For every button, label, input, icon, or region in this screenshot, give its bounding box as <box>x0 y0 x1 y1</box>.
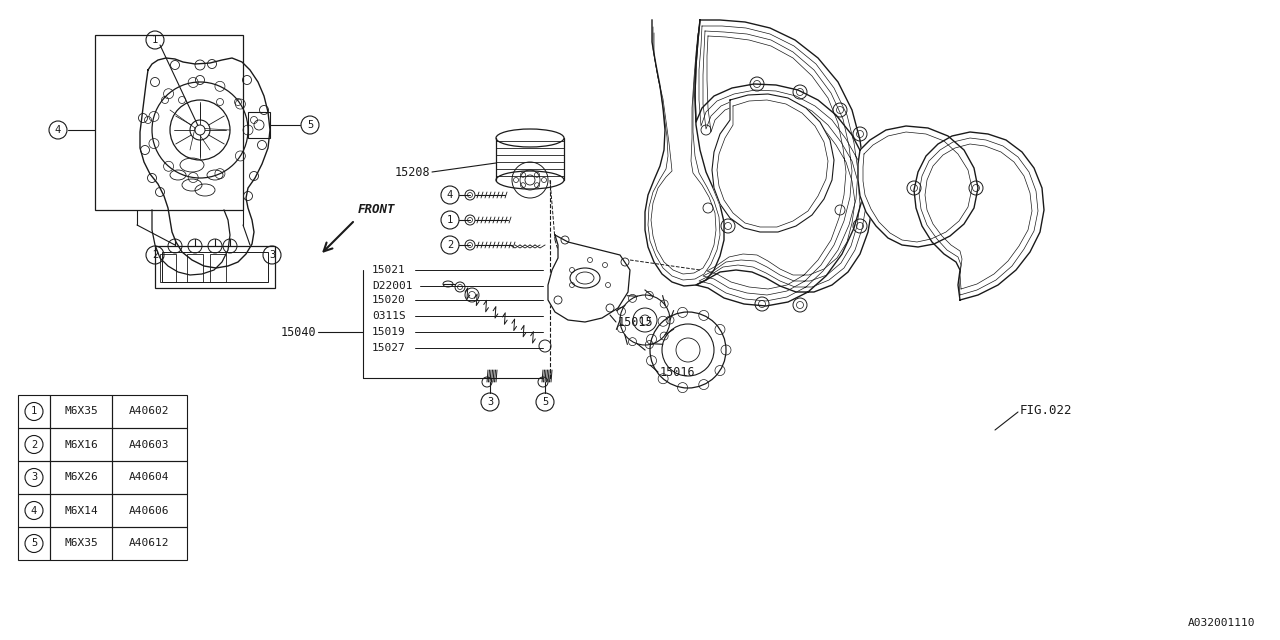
Text: 2: 2 <box>447 240 453 250</box>
Polygon shape <box>548 235 630 322</box>
Text: 2: 2 <box>152 250 159 260</box>
Text: 1: 1 <box>152 35 159 45</box>
Bar <box>50 494 113 527</box>
Text: 3: 3 <box>269 250 275 260</box>
Text: A40612: A40612 <box>129 538 170 548</box>
Bar <box>160 254 177 282</box>
Bar <box>18 395 50 428</box>
Text: FIG.022: FIG.022 <box>1020 403 1073 417</box>
Bar <box>155 246 275 288</box>
Text: 15208: 15208 <box>394 166 430 179</box>
Bar <box>18 461 50 494</box>
Text: A40602: A40602 <box>129 406 170 417</box>
Text: 2: 2 <box>31 440 37 449</box>
Text: M6X26: M6X26 <box>64 472 97 483</box>
Text: 15040: 15040 <box>280 326 316 339</box>
Text: A40603: A40603 <box>129 440 170 449</box>
Text: 4: 4 <box>55 125 61 135</box>
Polygon shape <box>152 210 230 275</box>
Text: 15019: 15019 <box>372 327 406 337</box>
Bar <box>163 252 268 282</box>
Polygon shape <box>858 126 978 247</box>
Bar <box>113 395 187 428</box>
Bar <box>248 112 270 138</box>
Text: 15015: 15015 <box>618 316 654 328</box>
Text: 5: 5 <box>541 397 548 407</box>
Polygon shape <box>712 94 835 232</box>
Bar <box>50 461 113 494</box>
Text: 15016: 15016 <box>660 365 695 378</box>
Text: A40606: A40606 <box>129 506 170 515</box>
Bar <box>187 254 204 282</box>
Text: FRONT: FRONT <box>358 203 396 216</box>
Text: 15020: 15020 <box>372 295 406 305</box>
Text: A032001110: A032001110 <box>1188 618 1254 628</box>
Text: 15027: 15027 <box>372 343 406 353</box>
Text: 5: 5 <box>31 538 37 548</box>
Polygon shape <box>914 132 1044 300</box>
Circle shape <box>195 125 205 135</box>
Bar <box>18 527 50 560</box>
Bar <box>113 527 187 560</box>
Bar <box>18 494 50 527</box>
Bar <box>210 254 227 282</box>
Bar <box>50 527 113 560</box>
Text: M6X35: M6X35 <box>64 406 97 417</box>
Text: D22001: D22001 <box>372 281 412 291</box>
Bar <box>113 494 187 527</box>
Bar <box>18 428 50 461</box>
Text: M6X35: M6X35 <box>64 538 97 548</box>
Text: 3: 3 <box>486 397 493 407</box>
Text: M6X14: M6X14 <box>64 506 97 515</box>
Text: A40604: A40604 <box>129 472 170 483</box>
Polygon shape <box>140 58 270 268</box>
Text: 1: 1 <box>31 406 37 417</box>
Polygon shape <box>645 20 724 286</box>
Bar <box>50 395 113 428</box>
Bar <box>113 461 187 494</box>
Bar <box>95 35 243 210</box>
Polygon shape <box>695 20 872 306</box>
Text: 15021: 15021 <box>372 265 406 275</box>
Text: 4: 4 <box>31 506 37 515</box>
Bar <box>113 428 187 461</box>
Text: 4: 4 <box>447 190 453 200</box>
Bar <box>50 428 113 461</box>
Text: 1: 1 <box>447 215 453 225</box>
Text: 5: 5 <box>307 120 314 130</box>
Text: 3: 3 <box>31 472 37 483</box>
Text: 0311S: 0311S <box>372 311 406 321</box>
Text: M6X16: M6X16 <box>64 440 97 449</box>
